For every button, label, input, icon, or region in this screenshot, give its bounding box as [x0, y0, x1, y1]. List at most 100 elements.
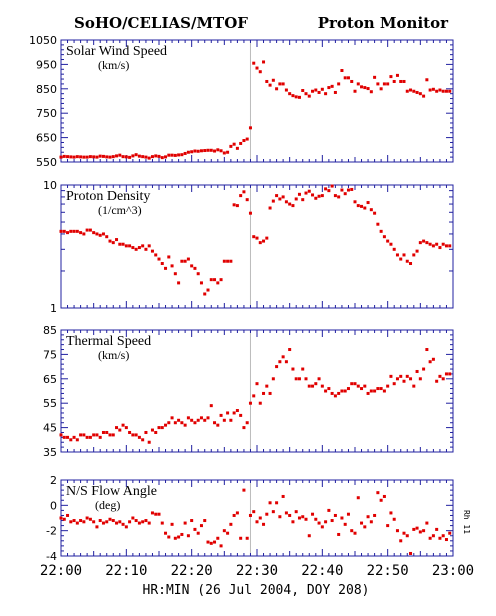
data-point: [343, 522, 347, 526]
data-point: [157, 426, 161, 430]
data-point: [271, 377, 275, 381]
data-point: [229, 259, 233, 263]
data-point: [340, 389, 344, 393]
side-note: Rh 11: [462, 510, 471, 534]
data-point: [441, 534, 445, 538]
data-point: [150, 428, 154, 432]
data-point: [255, 382, 259, 386]
data-point: [265, 384, 269, 388]
data-point: [167, 153, 171, 157]
data-point: [376, 222, 380, 226]
data-point: [258, 70, 262, 74]
data-point: [350, 187, 354, 191]
data-point: [382, 82, 386, 86]
data-point: [327, 189, 331, 193]
data-point: [268, 501, 272, 505]
data-point: [232, 411, 236, 415]
data-point: [154, 512, 158, 516]
data-point: [360, 204, 364, 208]
data-point: [82, 232, 86, 236]
data-point: [327, 508, 331, 512]
data-point: [386, 82, 390, 86]
data-point: [115, 521, 119, 525]
data-point: [291, 367, 295, 371]
data-point: [69, 155, 73, 159]
data-point: [248, 401, 252, 405]
data-point: [245, 421, 249, 425]
data-point: [324, 389, 328, 393]
data-point: [196, 418, 200, 422]
data-point: [167, 535, 171, 539]
data-point: [340, 516, 344, 520]
panel-unit: (km/s): [98, 58, 129, 72]
data-point: [350, 382, 354, 386]
data-point: [111, 155, 115, 159]
data-point: [124, 525, 128, 529]
data-point: [85, 228, 89, 232]
y-tick-label: 0: [50, 499, 57, 512]
data-point: [350, 529, 354, 533]
data-point: [118, 153, 122, 157]
data-point: [448, 372, 452, 376]
data-point: [353, 89, 357, 93]
data-point: [252, 510, 256, 514]
y-tick-label: 10: [43, 179, 57, 192]
data-point: [147, 440, 151, 444]
data-point: [412, 527, 416, 531]
data-point: [203, 519, 207, 523]
data-point: [418, 377, 422, 381]
data-point: [307, 384, 311, 388]
data-point: [98, 435, 102, 439]
data-point: [101, 521, 105, 525]
y-tick-label: 2: [50, 474, 57, 487]
data-point: [173, 153, 177, 157]
data-point: [131, 516, 135, 520]
panel-4: 2 0 -2 -4 N/S Flow Angle(deg): [46, 474, 454, 563]
data-point: [301, 198, 305, 202]
data-point: [252, 394, 256, 398]
data-point: [79, 519, 83, 523]
data-point: [405, 374, 409, 378]
data-point: [307, 94, 311, 98]
data-point: [330, 84, 334, 88]
data-point: [346, 188, 350, 192]
data-point: [441, 377, 445, 381]
data-point: [82, 520, 86, 524]
data-point: [219, 278, 223, 282]
data-point: [141, 155, 145, 159]
data-point: [105, 235, 109, 239]
data-point: [88, 435, 92, 439]
data-point: [88, 155, 92, 159]
data-point: [190, 264, 194, 268]
y-tick-label: 750: [36, 107, 57, 120]
data-point: [284, 511, 288, 515]
data-point: [203, 149, 207, 153]
data-point: [164, 155, 168, 159]
data-point: [409, 551, 413, 555]
data-point: [294, 197, 298, 201]
data-point: [373, 389, 377, 393]
data-point: [320, 194, 324, 198]
data-point: [92, 433, 96, 437]
data-point: [304, 92, 308, 96]
data-point: [216, 423, 220, 427]
data-point: [324, 187, 328, 191]
data-point: [402, 379, 406, 383]
data-point: [415, 526, 419, 530]
data-point: [137, 246, 141, 250]
data-point: [435, 527, 439, 531]
y-tick-label: 65: [43, 373, 57, 386]
data-point: [216, 536, 220, 540]
data-point: [386, 239, 390, 243]
data-point: [425, 521, 429, 525]
data-point: [343, 389, 347, 393]
data-point: [268, 83, 272, 87]
data-point: [366, 391, 370, 395]
data-point: [75, 438, 79, 442]
data-point: [154, 430, 158, 434]
data-point: [248, 211, 252, 215]
data-point: [121, 155, 125, 159]
panel-title: N/S Flow Angle: [66, 484, 157, 499]
x-tick-label: 22:30: [236, 563, 278, 579]
